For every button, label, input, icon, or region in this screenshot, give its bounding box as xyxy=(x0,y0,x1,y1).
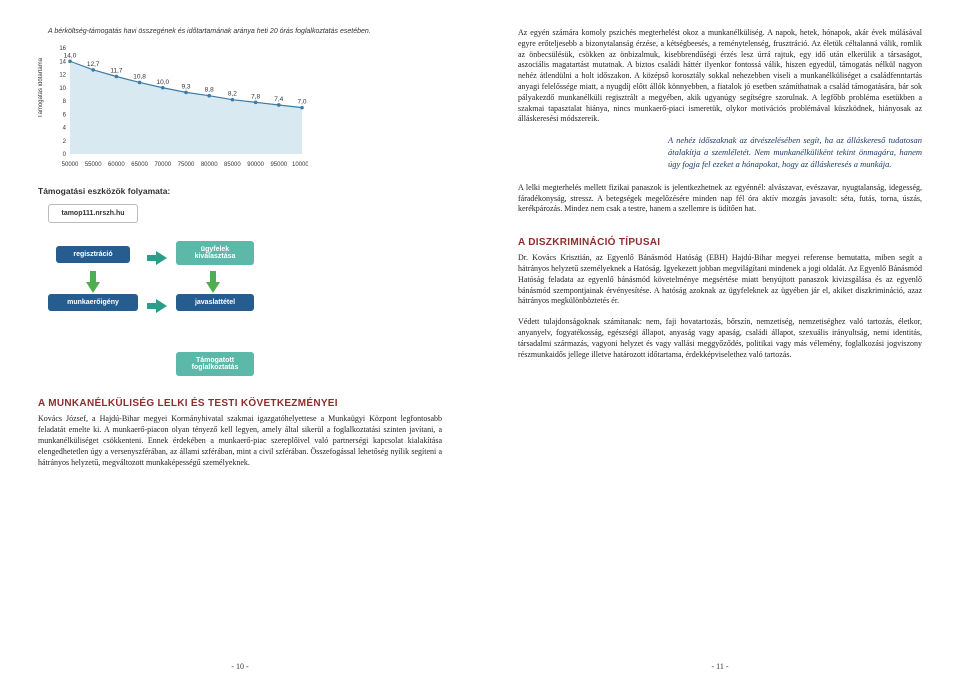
page-left: Támogatás időtartama A bérköltség-támoga… xyxy=(0,0,480,681)
svg-text:70000: 70000 xyxy=(154,162,171,168)
svg-text:80000: 80000 xyxy=(201,162,218,168)
svg-text:8,2: 8,2 xyxy=(228,91,237,98)
flow-arrow-down-1 xyxy=(206,282,220,293)
para-right-2: A lelki megterhelés mellett fizikai pana… xyxy=(518,183,922,215)
svg-text:7,8: 7,8 xyxy=(251,94,260,101)
svg-text:60000: 60000 xyxy=(108,162,125,168)
page-right: Az egyén számára komoly pszichés megterh… xyxy=(480,0,960,681)
flow-title: Támogatási eszközök folyamata: xyxy=(38,186,442,196)
svg-text:14,0: 14,0 xyxy=(64,53,77,60)
flowchart: tamop111.nrszh.hu regisztráció ügyfelek ki… xyxy=(38,204,278,384)
svg-text:12: 12 xyxy=(59,73,66,79)
heading-consequences: A MUNKANÉLKÜLISÉG LELKI ÉS TESTI KÖVETKE… xyxy=(38,398,442,409)
quote-block: A nehéz időszaknak az átvészelésében seg… xyxy=(518,135,922,171)
svg-text:6: 6 xyxy=(63,113,67,119)
svg-text:100000: 100000 xyxy=(292,162,308,168)
flow-node-igeny: munkaerőigény xyxy=(48,294,138,311)
para-left-1: Kovács József, a Hajdú-Bihar megyei Korm… xyxy=(38,414,442,468)
flow-arrow-right-0 xyxy=(156,251,167,265)
svg-text:85000: 85000 xyxy=(224,162,241,168)
svg-text:11,7: 11,7 xyxy=(110,68,123,75)
chart-ylabel: Támogatás időtartama xyxy=(38,58,44,118)
svg-text:8,8: 8,8 xyxy=(205,87,214,94)
svg-text:8: 8 xyxy=(63,99,67,105)
page-number-left: - 10 - xyxy=(0,662,480,671)
svg-text:65000: 65000 xyxy=(131,162,148,168)
svg-text:95000: 95000 xyxy=(270,162,287,168)
svg-text:55000: 55000 xyxy=(85,162,102,168)
chart-title: A bérköltség-támogatás havi összegének é… xyxy=(48,28,442,36)
chart-svg: 0 2 4 6 8 10 12 14 16 50000 55000 60000 65000 70000 75… xyxy=(48,42,308,172)
svg-text:10,8: 10,8 xyxy=(133,74,146,81)
svg-text:75000: 75000 xyxy=(178,162,195,168)
svg-text:7,0: 7,0 xyxy=(297,99,306,106)
svg-text:10: 10 xyxy=(59,86,66,92)
flow-node-top: tamop111.nrszh.hu xyxy=(48,204,138,223)
svg-text:0: 0 xyxy=(63,152,67,158)
flow-node-jav: javaslattétel xyxy=(176,294,254,311)
svg-text:7,4: 7,4 xyxy=(274,96,283,103)
svg-text:10,0: 10,0 xyxy=(156,79,169,86)
flow-arrow-down-0 xyxy=(86,282,100,293)
svg-text:14: 14 xyxy=(59,60,66,66)
svg-text:90000: 90000 xyxy=(247,162,264,168)
page-number-right: - 11 - xyxy=(480,662,960,671)
flow-node-ugy: ügyfelek kiválasztása xyxy=(176,241,254,265)
flow-node-fog: Támogatott foglalkoztatás xyxy=(176,352,254,376)
chart-block: Támogatás időtartama A bérköltség-támoga… xyxy=(38,28,442,172)
para-right-3: Dr. Kovács Krisztián, az Egyenlő Bánásmó… xyxy=(518,253,922,307)
para-right-4: Védett tulajdonságoknak számítanak: nem,… xyxy=(518,317,922,360)
flow-node-reg: regisztráció xyxy=(56,246,130,263)
flow-arrow-right-1 xyxy=(156,299,167,313)
svg-text:50000: 50000 xyxy=(62,162,79,168)
svg-text:12,7: 12,7 xyxy=(87,61,100,68)
svg-text:2: 2 xyxy=(63,139,67,145)
heading-discrimination: A DISZKRIMINÁCIÓ TÍPUSAI xyxy=(518,237,922,248)
svg-text:4: 4 xyxy=(63,126,67,132)
svg-text:16: 16 xyxy=(59,46,66,52)
para-right-1: Az egyén számára komoly pszichés megterh… xyxy=(518,28,922,125)
svg-text:9,3: 9,3 xyxy=(181,84,190,91)
